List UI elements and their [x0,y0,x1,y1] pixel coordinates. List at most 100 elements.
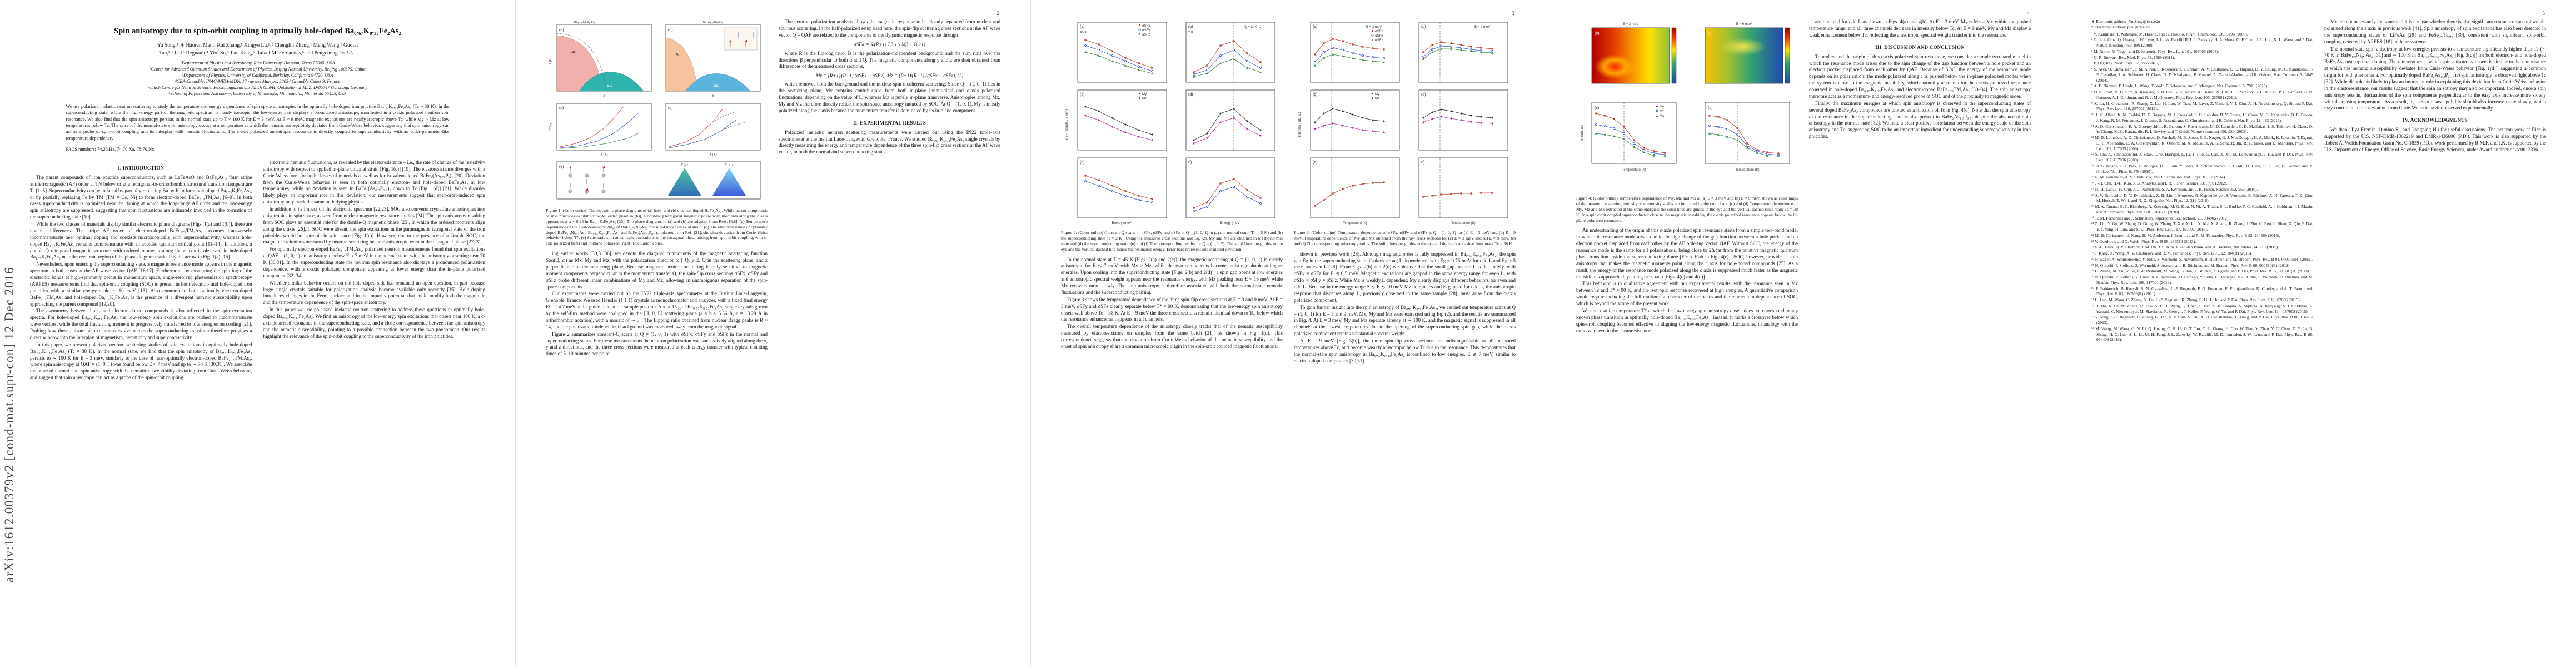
panel-label: (e) [559,165,564,169]
paragraph: Mx are not necessarily the same and it i… [2324,19,2546,44]
heatmap-energy-label: E = 9 meV [1736,23,1752,26]
page-number: 5 [2542,11,2545,17]
reference-entry: ¹³ S. Chi, A. Schneidewind, J. Zhao, L. … [2091,152,2313,162]
paragraph: The overall temperature dependence of th… [1061,323,1283,349]
page2-column-left: Ba₁₋ₓKₓFe₂As₂ BaFe₂₋ₓNiₓAs₂ AF SC (a) T … [546,19,768,358]
panel-label: (f) [1188,161,1192,165]
page3-column-right: Intensity (arb. u.) (a) E = 3 meV σSFx σ… [1294,19,1516,365]
reference-entry: ⁸ D. K. Pratt, M. G. Kim, A. Kreyssig, Y… [2091,89,2313,100]
paragraph: We note that the temperature T* at which… [1576,307,1798,334]
paragraph: shown in previous work [28]. Although ma… [1294,251,1516,303]
text-block: where R is the flipping ratio, B is the … [779,51,1000,71]
panel-label: (a) [559,28,564,32]
panel-label: (c) [1595,106,1599,110]
affiliations: ¹Department of Physics and Astronomy, Ri… [30,60,485,97]
reference-entry: ²⁶ F. Waßer, A. Schneidewind, Y. Sidis, … [2091,256,2313,262]
legend-my: My [1142,93,1147,96]
x-axis-label: Temperature (K) [1451,222,1475,225]
reference-entry: ²⁰ R. M. Fernandes and J. Schmalian, Sup… [2091,215,2230,221]
reference-entry: ²⁵ J. Kang, X. Wang, A. V. Chubukov, and… [2091,251,2253,256]
text-block: An understanding of the origin of this c… [1576,227,1798,334]
figure-3: Intensity (arb. u.) (a) E = 3 meV σSFx σ… [1294,19,1516,247]
reference-entry: ²² M. H. Christensen, J. Kang, B. M. And… [2091,232,2280,238]
panel-label: (f) [1421,161,1425,165]
x-axis-label: Temperature (K) [1622,168,1646,172]
paragraph: are obtained for odd L as shown in Figs.… [1809,19,2031,38]
paragraph: Figure 3 shows the temperature dependenc… [1061,296,1283,322]
paragraph: In addition to its impact on the electro… [263,206,486,245]
affiliation: ⁶School of Physics and Astronomy, Univer… [168,91,347,97]
reference-entry: ³² D. Hu, X. Lu, W. Zhang, H. Luo, S. Li… [2091,303,2313,314]
text-block: electronic nematic fluctuations, as reve… [263,160,486,340]
paragraph: The asymmetry between hole- and electron… [30,308,252,340]
paragraph: To gain further insight into the spin an… [1294,304,1516,337]
paragraph: In this paper we use polarized inelastic… [263,307,486,339]
panel-title: Ba₁₋ₓKₓFe₂As₂ [574,21,596,24]
pacs-line: PACS numbers: 74.25.Ha, 74.70.Xa, 78.70.… [66,146,155,152]
region-label-sc: SC [607,84,612,88]
reference-list: ¹ Y. Kamihara, T. Watanabe, M. Hirano, a… [2091,32,2313,343]
x-axis-label: x [712,94,714,98]
affiliation: ¹Department of Physics and Astronomy, Ri… [180,60,335,66]
reference-entry: ⁴ G. R. Stewart, Rev. Mod. Phys. 83, 158… [2091,54,2175,60]
annotation-energy: E = 9 meV [1474,26,1490,29]
x-axis-label: Energy (meV) [1220,222,1240,225]
figure-1: Ba₁₋ₓKₓFe₂As₂ BaFe₂₋ₓNiₓAs₂ AF SC (a) T … [546,19,768,246]
colorbar [1671,27,1677,84]
heatmap-energy-label: E = 3 meV [1623,23,1638,26]
cone-label-c: E ∥ c [681,163,688,167]
paragraph: We thank Ilya Eremin, Qimiao Si, and Jia… [2324,127,2546,152]
x-axis-label: Temperature (K) [1735,168,1759,172]
paragraph: For optimally electron-doped BaFe₂₋ₓTMₓA… [263,246,486,278]
text-block: We thank Ilya Eremin, Qimiao Si, and Jia… [2324,127,2546,153]
panel-label: (b) [668,28,673,32]
panel-title: BaFe₂₋ₓNiₓAs₂ [702,21,724,24]
page-number: 2 [996,11,999,17]
affiliation: ²Center for Advanced Quantum Studies and… [150,66,366,72]
page5-column-right: Mx are not necessarily the same and it i… [2324,19,2546,154]
page4-column-right: are obtained for odd L as shown in Figs.… [1809,19,2031,141]
panel-label: (e) [1080,161,1085,165]
reference-entry: ²⁷ N. Qureshi, P. Steffens, S. Wurmehl, … [2091,262,2291,268]
annotation-temperature: 45 K [1080,31,1087,34]
y-axis-label: T (K) [549,57,552,64]
paper-title: Spin anisotropy due to spin-orbit coupli… [114,27,401,36]
legend-sigma-z: σSFz [1375,39,1383,42]
paragraph: The neutron polarization analysis allows… [779,19,1000,38]
paragraph: Nevertheless, upon entering the supercon… [30,261,252,307]
paragraph: To understand the origin of this c-axis … [1809,53,2031,99]
reference-entry: ³¹ H. Luo, M. Wang, C. Zhang, X. Lu, L.-… [2091,297,2301,302]
figure-2: σSF (counts / 5 min) (a) 45 K σSFx σSFy … [1061,19,1283,252]
page5-column-left: ∗ Electronic address: Yu.Song@rice.edu † … [2091,19,2313,343]
figure-3-graphic: Intensity (arb. u.) (a) E = 3 meV σSFx σ… [1298,22,1508,225]
section-heading-discussion: III. DISCUSSION AND CONCLUSION [1875,44,1965,50]
panel-label: (c) [559,106,564,110]
paragraph: The normal state spin anisotropy at low … [2324,46,2546,111]
region-label-af: AF [676,53,681,57]
x-axis-label: T (K) [709,153,716,157]
text-block: are obtained for odd L as shown in Figs.… [1809,19,2031,39]
page3-column-left: σSF (counts / 5 min) (a) 45 K σSFx σSFy … [1061,19,1283,351]
legend-mz: Mz [1142,97,1147,101]
paragraph: Finally, the maximum energies at which s… [1809,100,2031,140]
paragraph: electronic nematic fluctuations, as reve… [263,159,486,205]
panel-label: (a) [1595,32,1600,36]
paragraph: Polarized inelastic neutron scattering m… [779,129,1000,155]
panel-label: (d) [1421,93,1426,97]
page1-column-right: electronic nematic fluctuations, as reve… [263,160,486,341]
panel-label: (a) [1080,25,1085,29]
annotation-energy: E = 3 meV [1366,26,1382,29]
page-number: 3 [1512,11,1514,17]
reference-entry: ¹⁹ M. A. Tanatar, E. C. Blomberg, A. Kre… [2091,204,2313,215]
equation-2: My = (R+1)∕(R−1) (σSFx − σSFy), Mz = (R+… [815,73,964,79]
reference-entry: ¹⁸ S. V. Borisenko, D. V. Evtushinsky, Z… [2091,192,2313,203]
abstract: We use polarized inelastic neutron scatt… [66,103,450,141]
reference-entry: ²⁴ S.-H. Baek, D. V. Efremov, J. M. Ok, … [2091,245,2279,250]
page-2: 2 Ba₁₋ₓKₓFe₂As₂ BaFe₂₋ₓNiₓAs₂ AF SC (a) … [515,0,1030,667]
reference-entry: ¹ Y. Kamihara, T. Watanabe, M. Hirano, a… [2091,31,2248,37]
cone-label-ab: E ⊥ c [725,163,734,167]
page-1: arXiv:1612.00379v2 [cond-mat.supr-con] 1… [0,0,515,667]
paragraph: This behavior is in qualitative agreemen… [1576,281,1798,307]
panel-label: (d) [668,106,673,110]
